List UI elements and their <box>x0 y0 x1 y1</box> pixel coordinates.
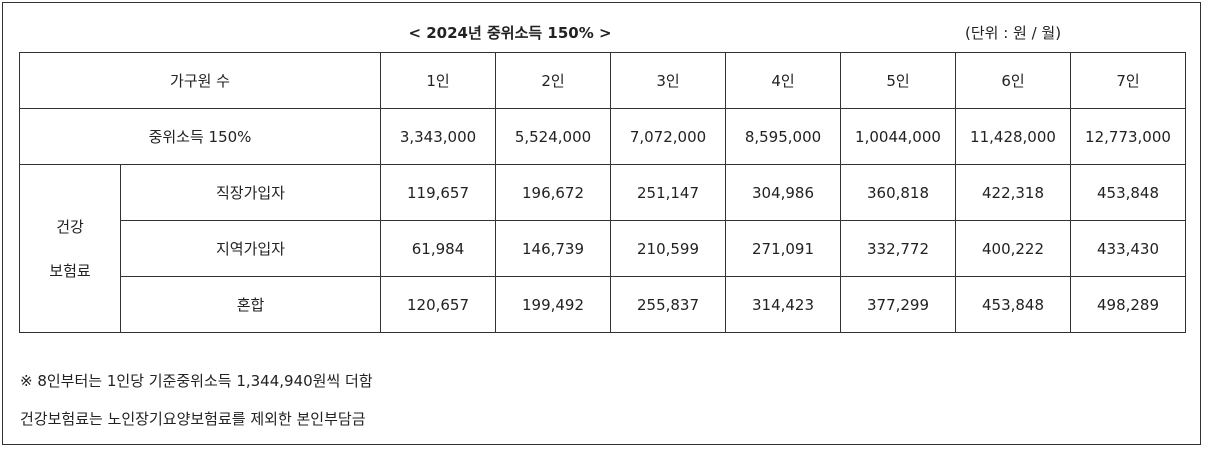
column-header: 6인 <box>955 52 1071 109</box>
insurance-row: 혼합 120,657 199,492 255,837 314,423 377,2… <box>20 276 1186 333</box>
header-label-cell: 가구원 수 <box>19 52 381 109</box>
table-cell: 11,428,000 <box>955 108 1071 165</box>
table-cell: 422,318 <box>955 164 1071 221</box>
table-title: < 2024년 중위소득 150% > <box>408 24 612 42</box>
row-label: 혼합 <box>120 276 381 333</box>
footnote: 건강보험료는 노인장기요양보험료를 제외한 본인부담금 <box>20 410 366 428</box>
group-label-line: 건강 <box>56 217 84 236</box>
table-cell: 210,599 <box>610 220 726 277</box>
table-cell: 1,0044,000 <box>840 108 956 165</box>
table-cell: 8,595,000 <box>725 108 841 165</box>
table-cell: 146,739 <box>495 220 611 277</box>
column-header: 2인 <box>495 52 611 109</box>
table-cell: 304,986 <box>725 164 841 221</box>
group-label-line: 보험료 <box>49 261 91 280</box>
header-row: 가구원 수 1인 2인 3인 4인 5인 6인 7인 <box>19 52 1186 109</box>
row-label: 직장가입자 <box>120 164 381 221</box>
table-cell: 5,524,000 <box>495 108 611 165</box>
table-cell: 251,147 <box>610 164 726 221</box>
table-cell: 314,423 <box>725 276 841 333</box>
table-cell: 433,430 <box>1070 220 1186 277</box>
table-cell: 196,672 <box>495 164 611 221</box>
table-cell: 271,091 <box>725 220 841 277</box>
column-header: 5인 <box>840 52 956 109</box>
table-cell: 255,837 <box>610 276 726 333</box>
table-cell: 7,072,000 <box>610 108 726 165</box>
income-table: 가구원 수 1인 2인 3인 4인 5인 6인 7인 중위소득 150% 3,3… <box>19 52 1186 333</box>
insurance-row: 건강 보험료 직장가입자 119,657 196,672 251,147 304… <box>19 164 1186 333</box>
column-header: 3인 <box>610 52 726 109</box>
table-cell: 120,657 <box>380 276 496 333</box>
table-cell: 12,773,000 <box>1070 108 1186 165</box>
table-cell: 498,289 <box>1070 276 1186 333</box>
table-cell: 332,772 <box>840 220 956 277</box>
column-header: 7인 <box>1070 52 1186 109</box>
column-header: 1인 <box>380 52 496 109</box>
column-header: 4인 <box>725 52 841 109</box>
group-label-cell: 건강 보험료 <box>19 164 121 333</box>
table-cell: 400,222 <box>955 220 1071 277</box>
table-cell: 3,343,000 <box>380 108 496 165</box>
insurance-row: 지역가입자 61,984 146,739 210,599 271,091 332… <box>20 220 1186 277</box>
table-cell: 453,848 <box>955 276 1071 333</box>
table-cell: 360,818 <box>840 164 956 221</box>
footnote: ※ 8인부터는 1인당 기준중위소득 1,344,940원씩 더함 <box>20 372 373 390</box>
table-cell: 199,492 <box>495 276 611 333</box>
table-cell: 61,984 <box>380 220 496 277</box>
table-cell: 119,657 <box>380 164 496 221</box>
row-label: 중위소득 150% <box>19 108 381 165</box>
row-label: 지역가입자 <box>120 220 381 277</box>
unit-label: (단위 : 원 / 월) <box>965 24 1062 42</box>
table-cell: 453,848 <box>1070 164 1186 221</box>
table-cell: 377,299 <box>840 276 956 333</box>
income-row: 중위소득 150% 3,343,000 5,524,000 7,072,000 … <box>19 108 1186 165</box>
